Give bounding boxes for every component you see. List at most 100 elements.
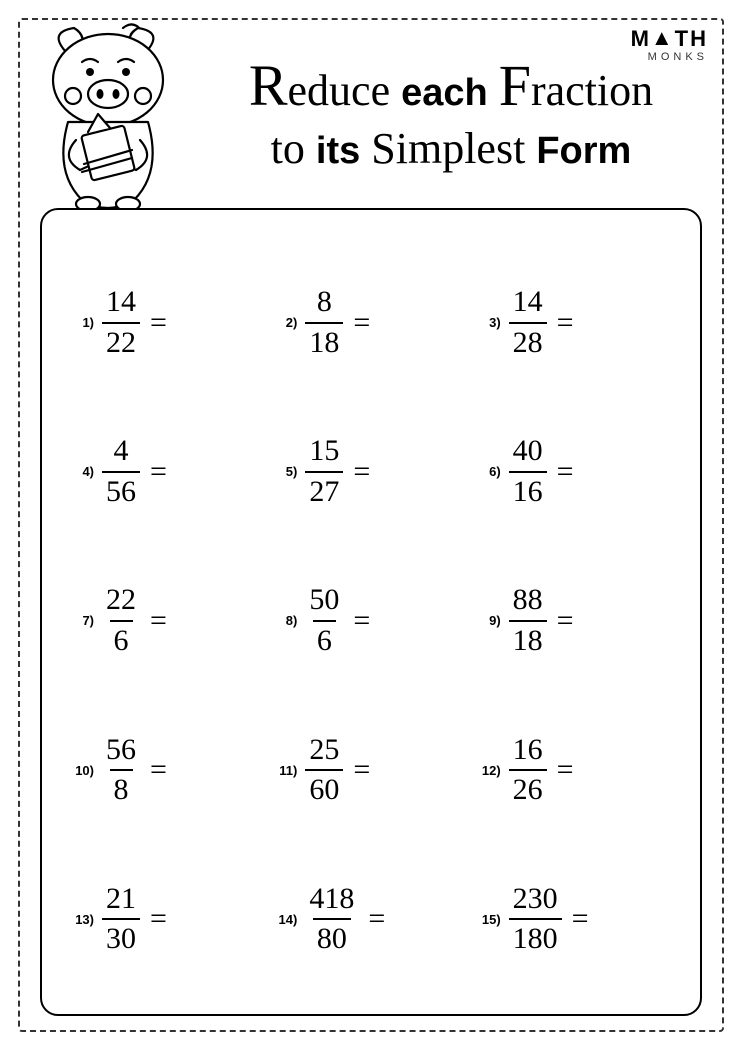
numerator: 16 — [509, 733, 547, 770]
problem-number: 10) — [74, 763, 94, 778]
numerator: 15 — [305, 434, 343, 471]
denominator: 30 — [102, 918, 140, 957]
worksheet-title: Reduce each Fraction to its Simplest For… — [200, 52, 702, 174]
equals-sign: = — [150, 753, 167, 787]
denominator: 16 — [509, 471, 547, 510]
title-word-to: to — [271, 124, 305, 173]
denominator: 80 — [313, 918, 351, 957]
problem-number: 8) — [277, 613, 297, 628]
equals-sign: = — [353, 306, 370, 340]
problem-number: 5) — [277, 464, 297, 479]
fraction: 8 18 — [305, 285, 343, 360]
problem-10: 10) 56 8 = — [66, 696, 269, 845]
problem-7: 7) 22 6 = — [66, 546, 269, 695]
equals-sign: = — [557, 306, 574, 340]
fraction: 14 28 — [509, 285, 547, 360]
denominator: 6 — [313, 620, 336, 659]
equals-sign: = — [368, 902, 385, 936]
fraction: 56 8 — [102, 733, 140, 808]
denominator: 18 — [305, 322, 343, 361]
equals-sign: = — [572, 902, 589, 936]
denominator: 8 — [110, 769, 133, 808]
numerator: 88 — [509, 583, 547, 620]
denominator: 26 — [509, 769, 547, 808]
problem-number: 9) — [481, 613, 501, 628]
fraction: 418 80 — [305, 882, 358, 957]
problem-number: 4) — [74, 464, 94, 479]
equals-sign: = — [150, 902, 167, 936]
numerator: 56 — [102, 733, 140, 770]
title-word-each: each — [401, 72, 488, 114]
numerator: 4 — [110, 434, 133, 471]
problem-number: 14) — [277, 912, 297, 927]
numerator: 21 — [102, 882, 140, 919]
problem-number: 11) — [277, 763, 297, 778]
equals-sign: = — [150, 455, 167, 489]
fraction: 40 16 — [509, 434, 547, 509]
numerator: 14 — [509, 285, 547, 322]
numerator: 230 — [509, 882, 562, 919]
title-line-1: Reduce each Fraction — [200, 52, 702, 119]
denominator: 60 — [305, 769, 343, 808]
problem-number: 6) — [481, 464, 501, 479]
numerator: 22 — [102, 583, 140, 620]
problems-grid: 1) 14 22 = 2) 8 18 = 3) 14 28 = 4) — [66, 248, 676, 994]
numerator: 8 — [313, 285, 336, 322]
problem-8: 8) 50 6 = — [269, 546, 472, 695]
problem-5: 5) 15 27 = — [269, 397, 472, 546]
problem-number: 12) — [481, 763, 501, 778]
problem-12: 12) 16 26 = — [473, 696, 676, 845]
equals-sign: = — [557, 753, 574, 787]
logo-top-text: M▲TH — [631, 28, 708, 50]
denominator: 22 — [102, 322, 140, 361]
equals-sign: = — [557, 604, 574, 638]
fraction: 21 30 — [102, 882, 140, 957]
problem-number: 1) — [74, 315, 94, 330]
fraction: 25 60 — [305, 733, 343, 808]
numerator: 418 — [305, 882, 358, 919]
denominator: 56 — [102, 471, 140, 510]
problem-3: 3) 14 28 = — [473, 248, 676, 397]
logo-triangle-icon: ▲ — [651, 27, 675, 49]
problem-14: 14) 418 80 = — [269, 845, 472, 994]
denominator: 28 — [509, 322, 547, 361]
equals-sign: = — [353, 753, 370, 787]
problem-number: 13) — [74, 912, 94, 927]
numerator: 14 — [102, 285, 140, 322]
fraction: 4 56 — [102, 434, 140, 509]
problem-6: 6) 40 16 = — [473, 397, 676, 546]
problem-number: 2) — [277, 315, 297, 330]
title-word-reduce: Reduce — [249, 66, 390, 115]
equals-sign: = — [150, 604, 167, 638]
pig-illustration — [28, 22, 193, 212]
title-word-simplest: Simplest — [371, 124, 525, 173]
fraction: 14 22 — [102, 285, 140, 360]
fraction: 16 26 — [509, 733, 547, 808]
numerator: 25 — [305, 733, 343, 770]
title-word-form: Form — [536, 130, 631, 172]
fraction: 22 6 — [102, 583, 140, 658]
problem-number: 7) — [74, 613, 94, 628]
equals-sign: = — [150, 306, 167, 340]
problems-panel: 1) 14 22 = 2) 8 18 = 3) 14 28 = 4) — [40, 208, 702, 1016]
problem-15: 15) 230 180 = — [473, 845, 676, 994]
problem-2: 2) 8 18 = — [269, 248, 472, 397]
problem-number: 3) — [481, 315, 501, 330]
problem-11: 11) 25 60 = — [269, 696, 472, 845]
problem-number: 15) — [481, 912, 501, 927]
equals-sign: = — [557, 455, 574, 489]
fraction: 50 6 — [305, 583, 343, 658]
title-line-2: to its Simplest Form — [200, 123, 702, 174]
equals-sign: = — [353, 455, 370, 489]
denominator: 6 — [110, 620, 133, 659]
denominator: 27 — [305, 471, 343, 510]
title-word-its: its — [316, 130, 360, 172]
equals-sign: = — [353, 604, 370, 638]
denominator: 18 — [509, 620, 547, 659]
problem-4: 4) 4 56 = — [66, 397, 269, 546]
denominator: 180 — [509, 918, 562, 957]
problem-1: 1) 14 22 = — [66, 248, 269, 397]
fraction: 88 18 — [509, 583, 547, 658]
title-word-fraction: Fraction — [499, 66, 653, 115]
numerator: 40 — [509, 434, 547, 471]
